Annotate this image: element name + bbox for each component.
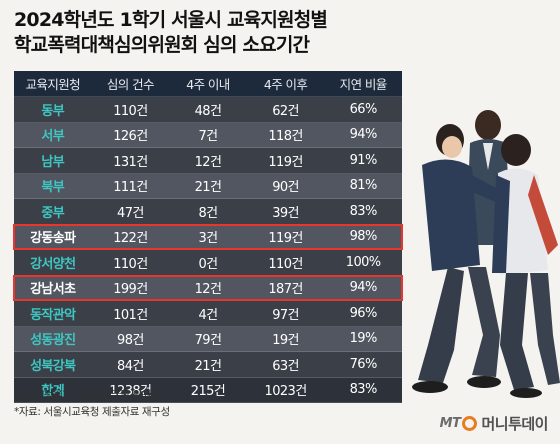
table-row: 동부 110건 48건 62건 66% bbox=[14, 97, 402, 123]
note-source: *자료: 서울시교육청 제출자료 재구성 bbox=[14, 406, 170, 418]
cell-rate: 100% bbox=[345, 254, 381, 270]
cell-region: 중부 bbox=[41, 205, 65, 221]
cell-after: 119건 bbox=[268, 231, 303, 247]
cell-total: 131건 bbox=[113, 154, 148, 170]
cell-within: 8건 bbox=[198, 205, 218, 221]
table-row: 강남서초 199건 12건 187건 94% bbox=[13, 274, 403, 301]
cell-after: 19건 bbox=[272, 333, 299, 349]
cell-total: 199건 bbox=[113, 282, 148, 298]
cell-after: 62건 bbox=[272, 103, 299, 119]
table-header: 교육지원청 심의 건수 4주 이내 4주 이후 지연 비율 bbox=[14, 71, 402, 97]
cell-after: 63건 bbox=[272, 358, 299, 374]
logo-ring-icon bbox=[462, 416, 478, 431]
cell-within: 3건 bbox=[198, 231, 218, 247]
cell-region: 합계 bbox=[41, 384, 65, 400]
cell-total: 126건 bbox=[113, 129, 148, 145]
cell-region: 강동송파 bbox=[30, 231, 76, 247]
cell-within: 79건 bbox=[194, 333, 222, 349]
table-row: 남부 131건 12건 119건 91% bbox=[14, 148, 402, 174]
cell-rate: 94% bbox=[349, 127, 378, 143]
students-illustration bbox=[412, 110, 560, 398]
cell-within: 215건 bbox=[190, 384, 226, 400]
chart-title: 2024학년도 1학기 서울시 교육지원청별 학교폭력대책심의위원회 심의 소요… bbox=[14, 8, 374, 58]
cell-total: 101건 bbox=[113, 307, 148, 323]
data-table: 교육지원청 심의 건수 4주 이내 4주 이후 지연 비율 동부 110건 48건 6… bbox=[13, 71, 403, 403]
cell-within: 12건 bbox=[194, 154, 222, 170]
cell-within: 21건 bbox=[194, 180, 222, 196]
cell-region: 강남서초 bbox=[30, 282, 76, 298]
title-line-2: 학교폭력대책심의위원회 심의 소요기간 bbox=[14, 34, 310, 56]
cell-region: 성북강북 bbox=[30, 358, 76, 374]
cell-rate: 83% bbox=[349, 382, 378, 398]
cell-rate: 94% bbox=[349, 280, 378, 296]
logo-name: 머니투데이 bbox=[481, 415, 548, 433]
cell-region: 서부 bbox=[41, 129, 65, 145]
table-row: 서부 126건 7건 118건 94% bbox=[14, 122, 402, 148]
cell-after: 187건 bbox=[268, 282, 303, 298]
table-row: 북부 111건 21건 90건 81% bbox=[14, 173, 402, 199]
cell-region: 동작관악 bbox=[30, 307, 76, 323]
mt-logo: MT 머니투데이 bbox=[439, 413, 549, 434]
table-row: 동작관악 101건 4건 97건 96% bbox=[14, 301, 402, 327]
cell-total: 110건 bbox=[113, 256, 148, 272]
header-total: 심의 건수 bbox=[106, 77, 155, 92]
cell-after: 90건 bbox=[272, 180, 299, 196]
cell-rate: 83% bbox=[349, 203, 378, 219]
cell-total: 98건 bbox=[117, 333, 144, 349]
cell-rate: 66% bbox=[349, 101, 378, 117]
cell-within: 48건 bbox=[194, 103, 222, 119]
table-total-row: 합계 1238건 215건 1023건 83% bbox=[14, 377, 402, 403]
cell-total: 110건 bbox=[113, 103, 148, 119]
cell-after: 39건 bbox=[272, 205, 299, 221]
cell-total: 47건 bbox=[117, 205, 144, 221]
cell-region: 성동광진 bbox=[30, 333, 76, 349]
cell-within: 7건 bbox=[198, 129, 218, 145]
cell-rate: 19% bbox=[349, 331, 378, 347]
cell-within: 21건 bbox=[194, 358, 222, 374]
logo-prefix: MT bbox=[439, 416, 461, 431]
cell-region: 남부 bbox=[41, 154, 65, 170]
table-row: 성북강북 84건 21건 63건 76% bbox=[14, 352, 402, 378]
cell-rate: 81% bbox=[349, 178, 378, 194]
header-within: 4주 이내 bbox=[186, 77, 230, 92]
cell-total: 1238건 bbox=[109, 384, 152, 400]
header-after: 4주 이후 bbox=[263, 77, 308, 92]
table-row: 중부 47건 8건 39건 83% bbox=[14, 199, 402, 225]
table-row: 강서양천 110건 0건 110건 100% bbox=[14, 250, 402, 276]
cell-region: 북부 bbox=[41, 180, 65, 196]
cell-after: 110건 bbox=[268, 256, 303, 272]
cell-region: 동부 bbox=[41, 103, 65, 119]
title-line-1: 2024학년도 1학기 서울시 교육지원청별 bbox=[14, 9, 328, 31]
cell-within: 0건 bbox=[198, 256, 218, 272]
cell-after: 1023건 bbox=[264, 384, 308, 400]
cell-rate: 76% bbox=[349, 356, 378, 372]
cell-after: 119건 bbox=[268, 154, 303, 170]
cell-rate: 98% bbox=[349, 229, 378, 245]
cell-total: 111건 bbox=[113, 180, 148, 196]
cell-total: 122건 bbox=[113, 231, 148, 247]
header-rate: 지연 비율 bbox=[339, 77, 388, 92]
cell-after: 118건 bbox=[268, 129, 303, 145]
cell-total: 84건 bbox=[117, 358, 144, 374]
table-row: 강동송파 122건 3건 119건 98% bbox=[13, 223, 403, 250]
table-row: 성동광진 98건 79건 19건 19% bbox=[14, 326, 402, 352]
cell-rate: 91% bbox=[349, 152, 378, 168]
cell-region: 강서양천 bbox=[30, 256, 76, 272]
cell-after: 97건 bbox=[272, 307, 299, 323]
note-provider: *제공: 정을호 더불어민주당 의원실 bbox=[14, 389, 161, 401]
cell-rate: 96% bbox=[349, 305, 378, 321]
header-region: 교육지원청 bbox=[25, 77, 81, 92]
cell-within: 12건 bbox=[194, 282, 222, 298]
cell-within: 4건 bbox=[198, 307, 218, 323]
source-notes: *제공: 정을호 더불어민주당 의원실 *자료: 서울시교육청 제출자료 재구성 bbox=[14, 387, 170, 421]
